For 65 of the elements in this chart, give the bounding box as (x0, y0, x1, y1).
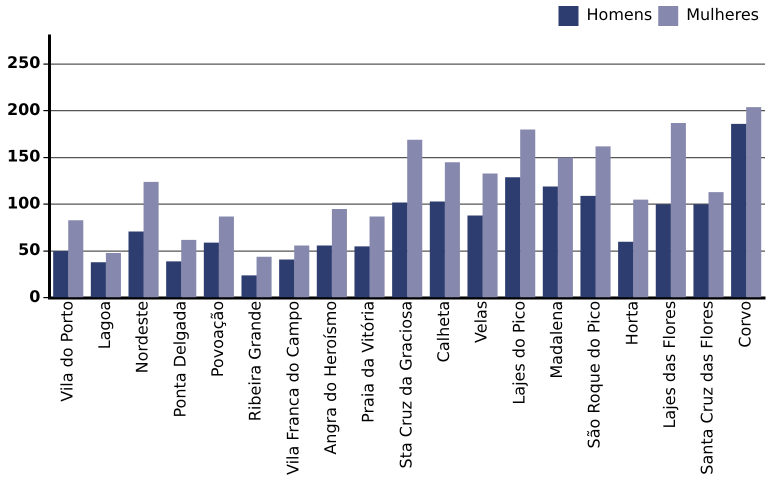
bar (128, 231, 144, 298)
bar (558, 158, 573, 298)
bar (204, 242, 219, 298)
bar (181, 240, 196, 298)
legend-label: Mulheres (686, 5, 759, 24)
x-tick-label: Povoação (208, 300, 228, 378)
y-tick-label: 0 (29, 286, 40, 306)
bar (505, 177, 520, 298)
bar (294, 245, 310, 298)
bar (256, 256, 272, 298)
bar (430, 202, 445, 298)
bar (354, 246, 370, 298)
x-tick-label: Horta (622, 300, 642, 346)
bar (218, 216, 234, 298)
y-tick-label: 150 (6, 146, 40, 166)
legend-label: Homens (586, 5, 652, 24)
bar (482, 173, 498, 298)
x-tick-label: Vila do Porto (57, 300, 76, 402)
bar (444, 162, 460, 298)
bar (520, 130, 536, 298)
bar (708, 192, 724, 298)
bar (596, 146, 611, 298)
x-tick-label: Lagoa (95, 300, 114, 350)
x-tick-label: Velas (472, 300, 491, 343)
bar (746, 107, 762, 298)
x-tick-label: Praia da Vitória (358, 300, 378, 423)
x-tick-label: Lajes das Flores (660, 300, 679, 428)
x-tick-label: Madalena (547, 300, 566, 379)
bar (316, 245, 332, 298)
x-tick-label: Lajes do Pico (509, 300, 528, 405)
bar (166, 261, 182, 298)
x-tick-label: Ribeira Grande (246, 300, 265, 422)
bar (693, 204, 709, 298)
y-tick-label: 250 (6, 53, 40, 72)
bar (332, 209, 347, 298)
y-tick-label: 50 (18, 240, 40, 260)
bar (731, 124, 746, 298)
x-tick-label: Santa Cruz das Flores (698, 300, 717, 475)
bar (467, 216, 483, 298)
x-tick-label: São Roque do Pico (584, 300, 604, 448)
x-tick-label: Calheta (434, 300, 454, 362)
bar (68, 220, 84, 298)
bar (144, 182, 159, 298)
y-tick-label: 100 (6, 193, 40, 212)
bar (370, 216, 385, 298)
x-tick-label: Angra do Heroísmo (321, 300, 340, 455)
bar (407, 140, 422, 298)
x-tick-label: Sta Cruz da Graciosa (396, 300, 416, 469)
bar (580, 196, 596, 298)
bar (241, 275, 257, 298)
bar (279, 259, 294, 298)
bar (90, 262, 106, 298)
bar (633, 200, 648, 298)
y-tick-label: 200 (6, 100, 40, 119)
bar (542, 186, 558, 298)
bar (53, 251, 68, 298)
x-tick-label: Vila Franca do Campo (283, 300, 302, 476)
x-tick-label: Ponta Delgada (170, 300, 190, 418)
bar (392, 202, 408, 298)
x-tick-label: Nordeste (132, 300, 152, 374)
bar (656, 204, 671, 298)
x-tick-label: Corvo (735, 300, 754, 348)
bar (670, 122, 686, 298)
bar (106, 252, 121, 298)
bar (618, 242, 634, 298)
